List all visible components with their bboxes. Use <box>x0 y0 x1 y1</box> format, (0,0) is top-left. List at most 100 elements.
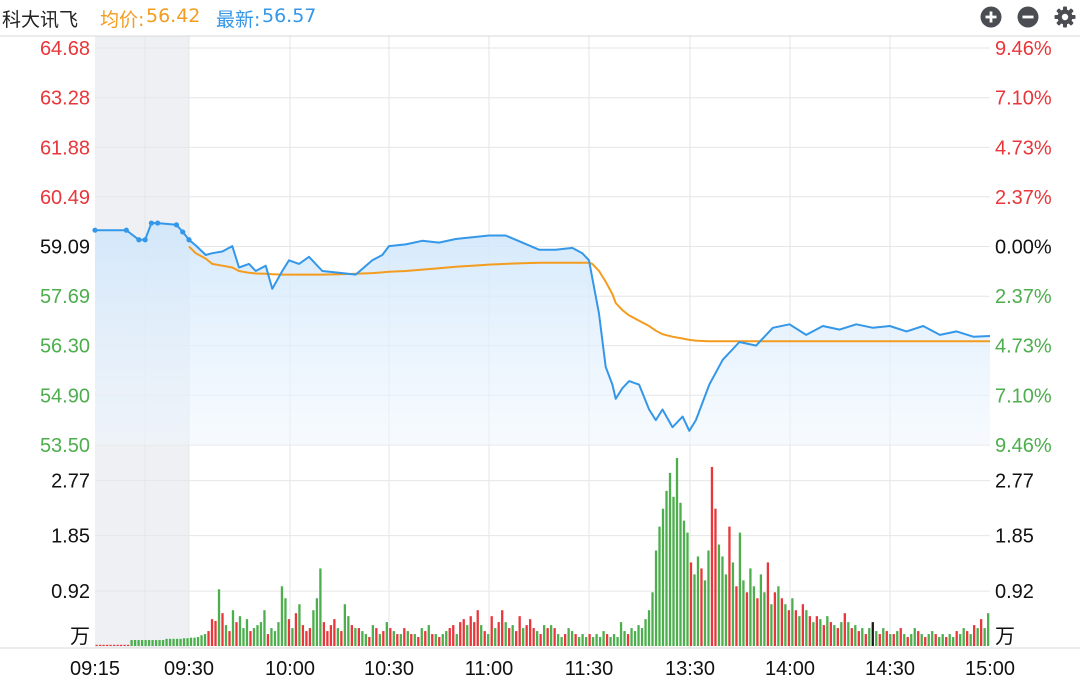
volume-bar <box>640 628 644 646</box>
volume-bar <box>249 631 252 646</box>
volume-bar <box>784 604 787 646</box>
volume-bar <box>448 628 451 646</box>
auction-price-point <box>123 227 129 233</box>
volume-bar <box>525 625 528 646</box>
volume-bar <box>133 640 137 646</box>
volume-bar <box>612 634 616 646</box>
volume-bar <box>630 628 633 646</box>
volume-bar <box>682 520 686 646</box>
volume-bar <box>529 619 532 646</box>
volume-bar <box>322 622 326 646</box>
volume-bar <box>161 640 165 646</box>
auction-price-point <box>92 227 98 233</box>
volume-bar <box>654 550 658 646</box>
volume-bar <box>207 631 210 646</box>
price-tick-label: 61.88 <box>40 137 90 159</box>
volume-bar <box>427 625 430 646</box>
price-tick-label: 59.09 <box>40 237 90 259</box>
volume-bar <box>273 631 277 646</box>
volume-bar <box>987 613 990 646</box>
volume-bar <box>263 610 266 646</box>
average-price-value: 56.42 <box>146 5 201 27</box>
volume-bar <box>812 622 815 646</box>
volume-bar <box>752 586 756 646</box>
volume-bar <box>469 616 472 646</box>
volume-bar <box>532 628 535 646</box>
volume-bar <box>308 628 312 646</box>
volume-bar <box>280 586 284 646</box>
volume-bar <box>693 574 696 646</box>
volume-bar <box>556 634 560 646</box>
volume-bar <box>193 637 196 646</box>
volume-bar <box>815 616 818 646</box>
volume-bar <box>343 604 347 646</box>
volume-bar <box>735 586 738 646</box>
volume-bar <box>123 644 126 646</box>
volume-bar <box>553 628 556 646</box>
volume-bar <box>431 634 434 646</box>
volume-bar <box>976 628 979 646</box>
volume-bar <box>973 625 976 646</box>
time-tick-label: 09:30 <box>164 658 214 680</box>
volume-bar <box>777 586 780 646</box>
volume-bar <box>333 619 336 646</box>
volume-bar <box>899 628 902 646</box>
volume-tick-label: 0.92 <box>51 581 90 603</box>
gear-icon[interactable] <box>1054 6 1076 28</box>
volume-bar <box>889 634 892 646</box>
volume-bar <box>696 556 700 646</box>
time-tick-label: 10:30 <box>364 658 414 680</box>
volume-bar <box>892 634 895 646</box>
volume-bar <box>294 613 298 646</box>
volume-bar <box>270 628 273 646</box>
volume-bar <box>850 628 853 646</box>
volume-bar <box>165 638 168 646</box>
volume-bar <box>438 637 441 646</box>
time-tick-label: 11:00 <box>465 658 514 680</box>
volume-bar <box>305 631 308 646</box>
volume-bar <box>144 640 147 646</box>
volume-bar <box>861 628 864 646</box>
volume-bar <box>378 634 381 646</box>
volume-bar <box>819 619 822 646</box>
volume-bar <box>938 637 941 646</box>
volume-bar <box>871 622 874 646</box>
volume-bar <box>382 631 385 646</box>
volume-bar <box>567 628 570 646</box>
volume-bar <box>228 631 231 646</box>
volume-bar <box>368 637 371 646</box>
volume-bar <box>473 622 476 646</box>
auction-price-point <box>148 220 154 226</box>
volume-bar <box>780 598 784 646</box>
volume-bar <box>980 619 983 646</box>
volume-bar <box>182 638 186 646</box>
volume-bar <box>147 640 151 646</box>
volume-bar <box>434 634 437 646</box>
volume-bar <box>361 631 364 646</box>
volume-bar <box>857 631 860 646</box>
volume-bar <box>172 638 175 646</box>
volume-tick-label: 0.92 <box>995 581 1034 603</box>
volume-bar <box>833 625 836 646</box>
volume-bar <box>843 613 846 646</box>
volume-bar <box>515 631 518 646</box>
volume-bar <box>420 628 423 646</box>
volume-bar <box>399 634 402 646</box>
volume-bar <box>959 634 962 646</box>
zoom-in-icon[interactable] <box>980 6 1002 28</box>
time-tick-label: 11:30 <box>565 658 614 680</box>
percent-tick-label: 2.37% <box>995 187 1052 209</box>
volume-bar <box>913 628 916 646</box>
zoom-out-icon[interactable] <box>1017 6 1039 28</box>
volume-bar <box>941 634 944 646</box>
volume-bar <box>511 625 514 646</box>
volume-bar <box>602 631 605 646</box>
volume-bar <box>808 616 811 646</box>
volume-bar <box>221 613 224 646</box>
volume-bar <box>878 634 881 646</box>
volume-bar <box>570 631 574 646</box>
volume-bar <box>424 631 427 646</box>
price-line <box>95 222 991 432</box>
average-price-line <box>188 245 990 343</box>
average-price-label: 均价: <box>100 9 145 31</box>
